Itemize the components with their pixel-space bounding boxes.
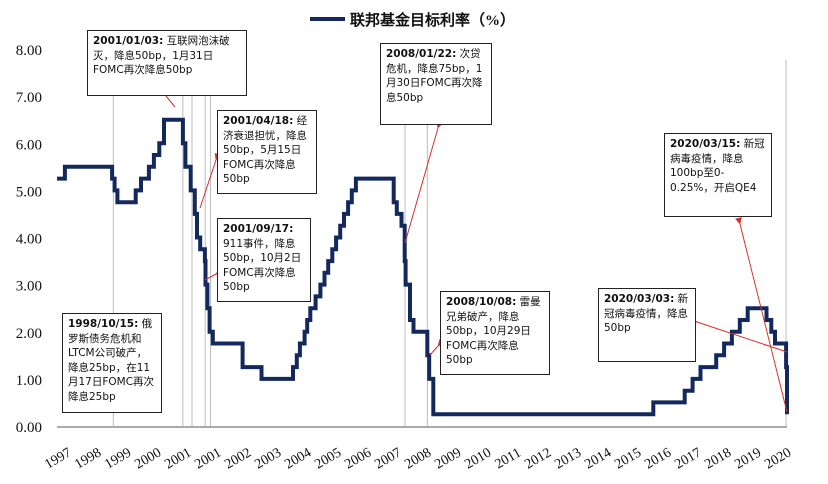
annotation-text: 次贷危机，降息75bp，1月30日FOMC再次降息50bp: [386, 48, 483, 104]
x-tick-label: 2002: [222, 445, 254, 472]
x-tick-label: 2018: [702, 445, 734, 472]
x-tick-label: 2005: [312, 445, 344, 472]
x-tick-label: 2008: [402, 445, 434, 472]
annotation-arrow: [689, 316, 788, 353]
x-tick-label: 2012: [522, 445, 554, 472]
y-tick-label: 0.00: [16, 420, 42, 436]
annotation-arrow: [199, 152, 222, 209]
annotation-arrow: [429, 338, 445, 356]
x-tick-label: 2001: [192, 445, 224, 472]
y-tick-label: 7.00: [16, 90, 42, 106]
annotation-date: 2008/10/08:: [446, 296, 517, 308]
annotation-text: 雷曼兄弟破产，降息50bp，10月29日FOMC再次降息50bp: [446, 296, 541, 366]
y-tick-label: 8.00: [16, 43, 42, 59]
annotation-date: 2001/04/18:: [223, 115, 294, 127]
annotation-date: 2001/01/03:: [93, 35, 164, 47]
annotation-text: 911事件，降息50bp，10月2日FOMC再次降息50bp: [223, 237, 302, 294]
annotation-box-2008-01-22: 2008/01/22: 次贷危机，降息75bp，1月30日FOMC再次降息50b…: [380, 43, 492, 125]
annotation-text: 互联网泡沫破灭，降息50bp，1月31日FOMC再次降息50bp: [93, 35, 230, 76]
annotation-box-2001-09-17: 2001/09/17: 911事件，降息50bp，10月2日FOMC再次降息50…: [217, 218, 311, 302]
x-tick-label: 2004: [282, 445, 314, 472]
x-tick-label: 2016: [642, 445, 674, 472]
annotation-box-2001-01-03: 2001/01/03: 互联网泡沫破灭，降息50bp，1月31日FOMC再次降息…: [87, 30, 247, 96]
y-tick-label: 1.00: [16, 373, 42, 389]
legend-label: 联邦基金目标利率（%）: [350, 11, 515, 29]
annotation-text: 经济衰退担忧，降息50bp，5月15日FOMC再次降息50bp: [223, 115, 308, 185]
x-tick-label: 2019: [732, 445, 764, 472]
x-tick-label: 2009: [432, 445, 464, 472]
annotation-box-2020-03-15: 2020/03/15: 新冠病毒疫情，降息100bp至0-0.25%，开启QE4: [664, 133, 772, 217]
x-tick-label: 2007: [372, 445, 404, 472]
y-tick-label: 6.00: [16, 137, 42, 153]
x-tick-label: 2010: [462, 445, 494, 472]
x-tick-label: 2014: [582, 445, 614, 472]
legend: 联邦基金目标利率（%）: [310, 11, 515, 29]
x-tick-label: 1997: [42, 445, 74, 472]
annotation-arrow: [735, 217, 788, 413]
annotation-arrow: [404, 120, 444, 244]
annotation-date: 2020/03/03:: [604, 293, 675, 305]
x-tick-label: 2011: [493, 446, 524, 473]
annotation-box-2020-03-03: 2020/03/03: 新冠病毒疫情，降息50bp: [598, 288, 696, 362]
annotation-text: 俄罗斯债务危机和LTCM公司破产，降息25bp，在11月17日FOMC再次降息2…: [68, 318, 155, 403]
x-tick-label: 2003: [252, 445, 284, 472]
annotation-arrow: [159, 88, 176, 108]
x-tick-label: 2001: [162, 445, 194, 472]
annotation-arrow: [204, 267, 224, 281]
annotation-date: 2020/03/15:: [670, 138, 741, 150]
annotation-box-1998-10-15: 1998/10/15: 俄罗斯债务危机和LTCM公司破产，降息25bp，在11月…: [62, 313, 162, 413]
y-tick-label: 2.00: [16, 326, 42, 342]
annotation-box-2008-10-08: 2008/10/08: 雷曼兄弟破产，降息50bp，10月29日FOMC再次降息…: [440, 291, 550, 375]
x-tick-label: 1999: [102, 445, 134, 472]
x-tick-label: 2013: [552, 445, 584, 472]
annotation-date: 1998/10/15:: [68, 318, 139, 330]
x-tick-label: 2020: [762, 445, 794, 472]
annotation-box-2001-04-18: 2001/04/18: 经济衰退担忧，降息50bp，5月15日FOMC再次降息5…: [217, 110, 317, 194]
x-tick-label: 2006: [342, 445, 374, 472]
x-tick-label: 2017: [672, 445, 704, 472]
y-tick-label: 4.00: [16, 232, 42, 248]
fed-funds-rate-line: [57, 117, 789, 417]
x-tick-label: 2000: [132, 445, 164, 472]
x-tick-label: 2015: [612, 445, 644, 472]
x-tick-label: 1998: [72, 445, 104, 472]
annotation-date: 2001/09/17:: [223, 223, 294, 235]
annotation-text: 新冠病毒疫情，降息100bp至0-0.25%，开启QE4: [670, 138, 765, 194]
annotation-date: 2008/01/22:: [386, 48, 457, 60]
y-tick-label: 3.00: [16, 279, 42, 295]
y-tick-label: 5.00: [16, 184, 42, 200]
annotation-text: 新冠病毒疫情，降息50bp: [604, 293, 689, 334]
